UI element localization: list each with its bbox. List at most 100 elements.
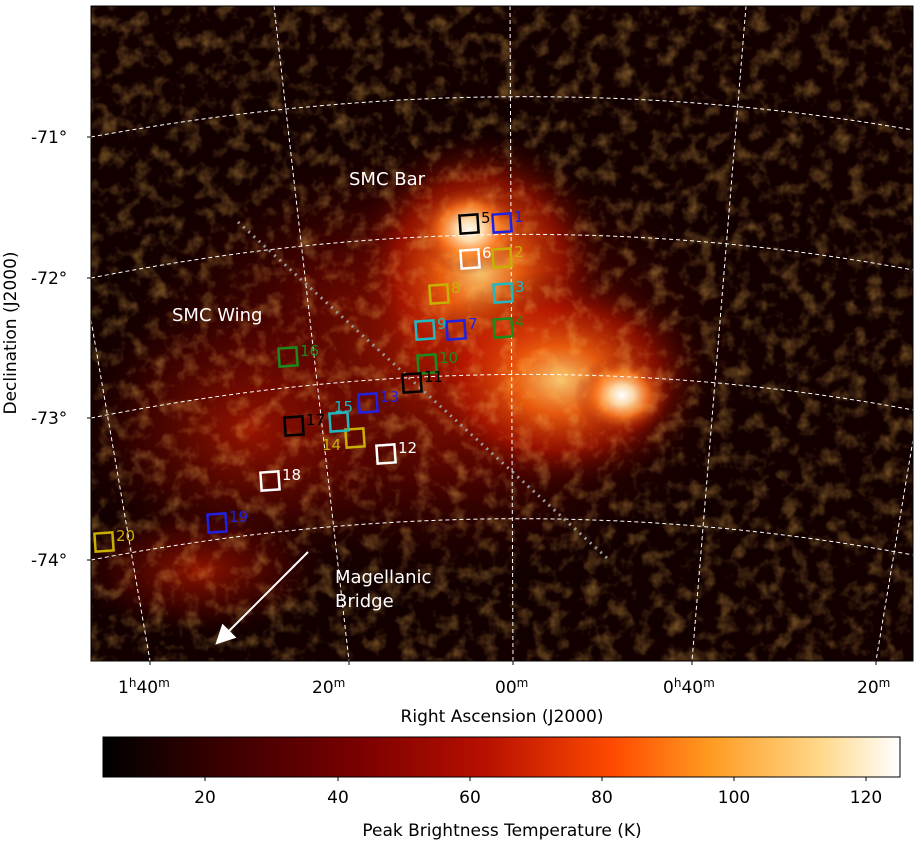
field-box [414, 319, 436, 341]
colorbar-title: Peak Brightness Temperature (K) [362, 821, 641, 841]
bridge-label-line1: Magellanic [335, 567, 431, 588]
ra-tick-labels: 1h40m 20m 00m 0h40m 20m [118, 676, 890, 698]
field-label: 11 [424, 368, 443, 386]
field-7: 7 [445, 315, 478, 341]
field-18: 18 [259, 466, 301, 492]
colorbar-tick-label: 40 [327, 788, 349, 808]
dec-tick-labels: -71° -72° -73° -74° [31, 128, 67, 571]
field-label: 14 [322, 436, 341, 454]
field-box [206, 512, 228, 534]
field-label: 8 [451, 279, 461, 297]
dec-tick-label: -74° [31, 551, 67, 571]
field-label: 3 [515, 278, 525, 296]
bridge-label-line2: Bridge [335, 591, 394, 612]
field-label: 12 [398, 439, 417, 457]
field-box [491, 247, 513, 269]
ra-tick-label-0h40m: 0h40m [663, 676, 715, 698]
field-label: 6 [482, 244, 492, 262]
field-box [458, 213, 480, 235]
ra-gridline [691, 6, 747, 661]
field-9: 9 [414, 315, 447, 341]
field-box [357, 392, 379, 414]
field-label: 18 [282, 466, 301, 484]
ra-gridline [273, 6, 350, 661]
field-10: 10 [416, 349, 458, 375]
dec-tick-label: -73° [31, 409, 67, 429]
map-frame [90, 5, 914, 662]
field-box [492, 317, 514, 339]
colorbar-tick-label: 100 [718, 788, 750, 808]
field-19: 19 [206, 508, 248, 534]
colorbar-tick-label: 80 [591, 788, 613, 808]
field-20: 20 [93, 527, 135, 553]
dec-gridline [91, 518, 913, 561]
dec-tick-label: -72° [31, 269, 67, 289]
field-label: 13 [380, 388, 399, 406]
map-panel: SMC Bar SMC Wing Magellanic Bridge 12345… [91, 6, 913, 661]
field-label: 19 [229, 508, 248, 526]
field-box [375, 443, 397, 465]
field-box [491, 212, 513, 234]
field-14: 14 [322, 427, 366, 454]
field-box [344, 427, 366, 449]
field-5: 5 [458, 209, 491, 235]
coordinate-grid [91, 6, 913, 661]
dec-gridline [91, 96, 913, 138]
bridge-direction-arrow [215, 551, 309, 645]
emission-texture [91, 6, 913, 661]
dec-tick-label: -71° [31, 128, 67, 148]
field-label: 9 [437, 315, 447, 333]
field-label: 4 [515, 313, 525, 331]
field-box [93, 531, 115, 553]
field-8: 8 [428, 279, 461, 305]
field-15: 15 [328, 398, 353, 433]
field-3: 3 [492, 278, 525, 304]
colorbar: 20 40 60 80 100 120 Peak Brightness Temp… [102, 736, 901, 841]
colorbar-ticks [204, 777, 867, 781]
field-box [277, 346, 299, 368]
field-label: 15 [334, 398, 353, 416]
ra-gridline [875, 439, 913, 661]
field-label: 10 [439, 349, 458, 367]
field-11: 11 [401, 368, 443, 394]
field-box [259, 470, 281, 492]
field-label: 5 [481, 209, 491, 227]
field-label: 2 [514, 243, 524, 261]
colorbar-gradient [102, 736, 901, 778]
field-17: 17 [283, 411, 325, 437]
field-label: 17 [306, 411, 325, 429]
field-6: 6 [459, 244, 492, 270]
dec-gridline [91, 233, 913, 279]
field-2: 2 [491, 243, 524, 269]
field-13: 13 [357, 388, 399, 414]
ra-tick-label-1h40m: 1h40m [118, 676, 170, 698]
axis-ticks [87, 136, 877, 665]
field-box [401, 372, 423, 394]
y-axis-title: Declination (J2000) [1, 251, 21, 414]
field-label: 7 [468, 315, 478, 333]
field-label: 16 [300, 342, 319, 360]
colorbar-tick-label: 120 [850, 788, 882, 808]
dec-gridline [91, 373, 913, 419]
field-label: 1 [514, 208, 524, 226]
field-box [459, 248, 481, 270]
field-16: 16 [277, 342, 319, 368]
field-1: 1 [491, 208, 524, 234]
field-box [428, 283, 450, 305]
ra-tick-label-00m: 00m [495, 676, 528, 698]
field-label: 20 [116, 527, 135, 545]
field-box [492, 282, 514, 304]
smc-bar-label: SMC Bar [349, 169, 426, 190]
field-box [283, 415, 305, 437]
colorbar-tick-label: 60 [459, 788, 481, 808]
field-box [416, 353, 438, 375]
smc-wing-label: SMC Wing [172, 305, 262, 326]
ra-tick-label-20m-right: 20m [857, 676, 890, 698]
field-4: 4 [492, 313, 525, 339]
colorbar-tick-label: 20 [194, 788, 216, 808]
ra-tick-label-20m: 20m [312, 676, 345, 698]
ra-gridline [91, 319, 151, 661]
field-box [328, 411, 350, 433]
